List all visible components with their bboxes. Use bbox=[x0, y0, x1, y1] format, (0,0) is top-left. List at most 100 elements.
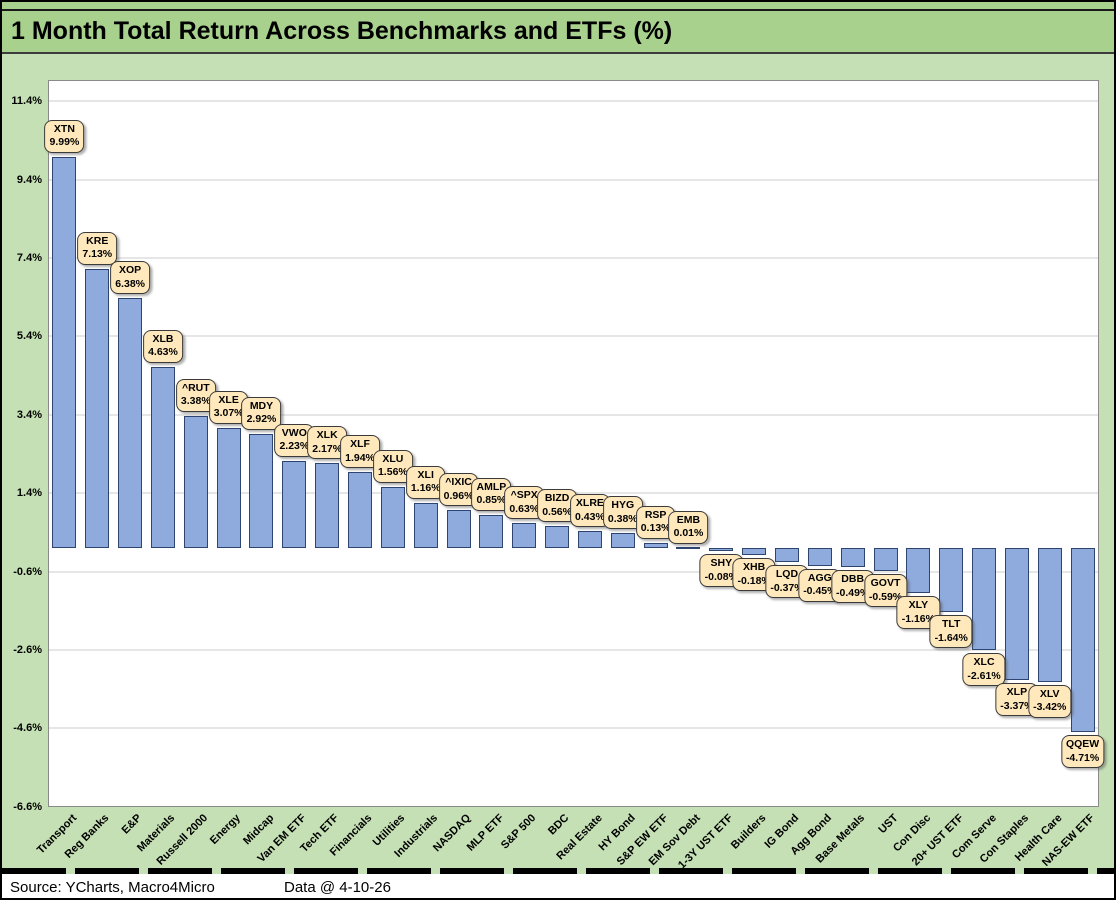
x-axis-label: E&P bbox=[120, 812, 145, 837]
x-axis-label: BDC bbox=[546, 812, 572, 838]
y-tick-label: -6.6% bbox=[13, 800, 42, 813]
callout-ticker: QQEW bbox=[1065, 738, 1100, 751]
callout-value: 4.63% bbox=[148, 346, 178, 359]
callout-ticker: XLU bbox=[382, 452, 404, 465]
footer-bar: Source: YCharts, Macro4Micro Data @ 4-10… bbox=[2, 874, 1114, 898]
bar bbox=[939, 548, 964, 613]
callout-value: 1.16% bbox=[410, 482, 441, 495]
callout-ticker: ^RUT bbox=[181, 381, 210, 394]
callout-value: 1.56% bbox=[377, 466, 408, 479]
y-tick-label: 5.4% bbox=[16, 330, 42, 343]
callout-ticker: XLV bbox=[1039, 687, 1060, 700]
callout-ticker: XTN bbox=[53, 122, 75, 135]
callout-ticker: RSP bbox=[644, 508, 667, 521]
callout-ticker: BIZD bbox=[544, 492, 570, 505]
gridline bbox=[49, 257, 1098, 260]
data-callout: XOP 6.38% bbox=[110, 261, 150, 295]
y-tick-label: 3.4% bbox=[16, 408, 42, 421]
callout-value: 0.96% bbox=[443, 489, 474, 502]
callout-value: 3.07% bbox=[213, 407, 244, 420]
bar bbox=[610, 533, 635, 548]
bar bbox=[446, 510, 471, 548]
callout-ticker: XLE bbox=[218, 393, 239, 406]
callout-value: -0.49% bbox=[836, 586, 870, 599]
callout-value: 3.38% bbox=[180, 395, 211, 408]
page-title: 1 Month Total Return Across Benchmarks a… bbox=[11, 17, 673, 45]
callout-value: 1.94% bbox=[345, 451, 375, 464]
bar bbox=[315, 463, 340, 548]
bar bbox=[545, 526, 570, 548]
bar bbox=[216, 427, 241, 548]
callout-value: -2.61% bbox=[967, 669, 1001, 682]
footer-divider bbox=[2, 868, 1114, 874]
bar bbox=[118, 298, 143, 548]
gridline bbox=[49, 413, 1098, 416]
data-callout: MDY 2.92% bbox=[241, 396, 282, 430]
callout-ticker: XLF bbox=[350, 438, 370, 450]
callout-ticker: DBB bbox=[841, 573, 865, 586]
callout-value: -4.71% bbox=[1065, 751, 1100, 764]
title-top-strip bbox=[2, 2, 1114, 9]
callout-value: 6.38% bbox=[115, 277, 145, 290]
callout-ticker: XLP bbox=[1006, 686, 1028, 698]
callout-value: 0.56% bbox=[542, 505, 572, 518]
data-callout: TLT -1.64% bbox=[929, 615, 973, 649]
data-callout: XHB -0.18% bbox=[732, 558, 776, 592]
bar bbox=[840, 548, 865, 568]
callout-value: -0.18% bbox=[737, 574, 771, 587]
bar bbox=[85, 268, 110, 548]
bar bbox=[709, 548, 734, 552]
x-axis-label: Energy bbox=[208, 812, 244, 847]
data-callout: XTN 9.99% bbox=[44, 119, 85, 153]
bar bbox=[413, 502, 438, 548]
bar bbox=[873, 548, 898, 572]
y-tick-label: 9.4% bbox=[16, 173, 42, 186]
callout-ticker: AGG bbox=[807, 571, 832, 584]
bar bbox=[742, 548, 767, 556]
bar bbox=[676, 547, 701, 549]
data-callout: XLB 4.63% bbox=[143, 329, 183, 363]
callout-ticker: KRE bbox=[86, 234, 109, 247]
callout-ticker: ^IXIC bbox=[445, 476, 472, 489]
callout-value: 0.85% bbox=[476, 494, 507, 507]
bar bbox=[348, 472, 373, 548]
callout-value: -1.64% bbox=[934, 631, 968, 644]
callout-value: -0.08% bbox=[704, 570, 738, 583]
callout-ticker: EMB bbox=[676, 513, 701, 526]
bar bbox=[1037, 548, 1062, 682]
bar bbox=[249, 433, 274, 548]
bar bbox=[479, 514, 504, 548]
callout-value: -3.37% bbox=[1000, 699, 1034, 712]
callout-value: -0.45% bbox=[803, 585, 837, 598]
callout-value: 9.99% bbox=[49, 136, 80, 149]
callout-value: 0.13% bbox=[640, 522, 671, 535]
callout-value: 0.38% bbox=[607, 512, 638, 525]
x-axis-label: Builders bbox=[729, 812, 769, 852]
callout-ticker: MDY bbox=[249, 399, 274, 412]
bar bbox=[774, 548, 799, 563]
callout-ticker: XLI bbox=[417, 468, 434, 481]
callout-value: -3.42% bbox=[1033, 701, 1067, 714]
y-tick-label: 1.4% bbox=[16, 487, 42, 500]
callout-value: -0.59% bbox=[868, 590, 903, 603]
callout-value: 2.23% bbox=[279, 440, 310, 453]
bar bbox=[643, 542, 668, 548]
callout-value: -1.16% bbox=[901, 612, 935, 625]
bar bbox=[282, 460, 307, 548]
data-date-text: Data @ 4-10-26 bbox=[284, 878, 391, 896]
y-tick-label: 11.4% bbox=[11, 95, 42, 108]
callout-ticker: XLC bbox=[973, 656, 995, 669]
callout-value: 0.43% bbox=[575, 510, 605, 523]
callout-ticker: XLRE bbox=[575, 497, 604, 510]
callout-ticker: XLY bbox=[908, 599, 929, 612]
bar bbox=[577, 531, 602, 548]
gridline bbox=[49, 570, 1098, 573]
bar bbox=[906, 548, 931, 594]
gridline bbox=[49, 335, 1098, 338]
y-tick-label: -0.6% bbox=[13, 565, 42, 578]
bar bbox=[1070, 548, 1095, 733]
bar bbox=[150, 366, 175, 548]
data-callout: XLC -2.61% bbox=[962, 653, 1006, 687]
callout-value: 7.13% bbox=[82, 248, 113, 261]
